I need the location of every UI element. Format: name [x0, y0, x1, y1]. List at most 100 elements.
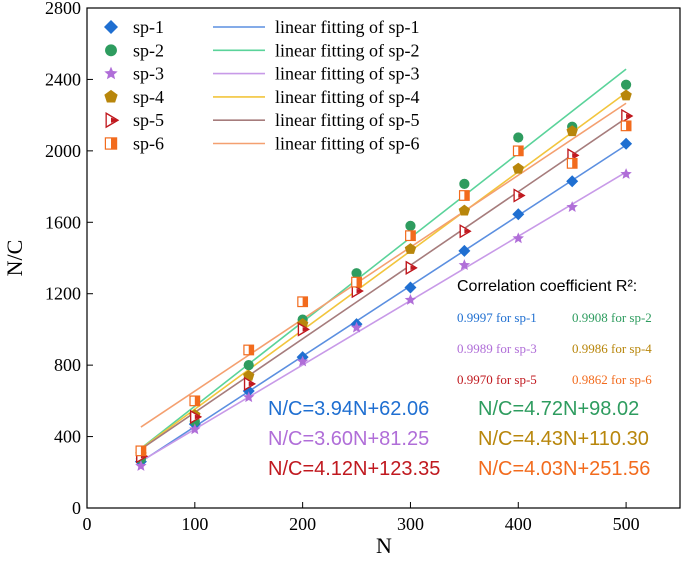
data-point-sp-6 — [458, 190, 470, 201]
data-point-sp-2 — [513, 132, 524, 143]
data-point-sp-3 — [566, 201, 578, 212]
legend-marker-sp-6 — [104, 137, 118, 150]
data-point-sp-1 — [512, 208, 525, 221]
x-axis-label: N — [376, 533, 392, 558]
data-point-sp-3 — [512, 232, 524, 244]
r2-value-sp-3: 0.9989 for sp-3 — [457, 341, 537, 356]
data-point-sp-6 — [512, 145, 524, 157]
equation-sp-3: N/C=3.60N+81.25 — [268, 428, 429, 450]
equation-sp-2: N/C=4.72N+98.02 — [478, 398, 639, 420]
r2-value-sp-2: 0.9908 for sp-2 — [572, 310, 652, 325]
data-point-sp-5 — [405, 260, 418, 275]
data-point-sp-5 — [190, 409, 203, 424]
data-point-sp-6 — [566, 157, 578, 169]
data-point-sp-5 — [297, 322, 310, 337]
data-point-sp-3 — [404, 293, 417, 305]
fit-line-sp-1 — [140, 144, 627, 463]
data-point-sp-6 — [620, 120, 632, 132]
legend-fit-label-sp-2: linear fitting of sp-2 — [275, 40, 419, 60]
x-tick-label: 0 — [83, 514, 92, 534]
fit-line-sp-6 — [140, 102, 627, 428]
legend-label-sp-2: sp-2 — [133, 40, 164, 60]
data-point-sp-2 — [351, 268, 362, 279]
data-point-sp-4 — [566, 125, 578, 137]
legend-label-sp-6: sp-6 — [133, 134, 164, 154]
data-point-sp-3 — [458, 259, 471, 270]
data-point-sp-1 — [404, 281, 417, 294]
fit-lines-layer — [140, 68, 627, 463]
legend: sp-1 linear fitting of sp-1 sp-2 linear fit… — [104, 17, 419, 154]
data-point-sp-1 — [620, 137, 633, 150]
y-tick-label: 1600 — [45, 212, 81, 232]
data-point-sp-1 — [566, 175, 579, 188]
data-point-sp-2 — [459, 178, 470, 189]
data-point-sp-4 — [620, 89, 632, 101]
y-tick-label: 2000 — [45, 141, 81, 161]
y-tick-label: 800 — [54, 355, 81, 375]
data-point-sp-4 — [458, 204, 471, 216]
data-point-sp-3 — [135, 460, 147, 471]
legend-label-sp-3: sp-3 — [133, 64, 164, 84]
y-tick-label: 1200 — [45, 284, 81, 304]
data-point-sp-5 — [243, 376, 256, 391]
legend-label-sp-1: sp-1 — [133, 17, 164, 37]
data-point-sp-3 — [350, 321, 363, 333]
r2-value-sp-1: 0.9997 for sp-1 — [457, 310, 537, 325]
x-tick-label: 100 — [181, 514, 208, 534]
data-point-sp-2 — [243, 360, 254, 371]
legend-fit-label-sp-5: linear fitting of sp-5 — [275, 110, 419, 130]
r2-value-sp-4: 0.9986 for sp-4 — [572, 341, 652, 356]
data-point-sp-3 — [620, 168, 632, 179]
legend-label-sp-4: sp-4 — [133, 87, 164, 107]
data-point-sp-6 — [297, 296, 309, 308]
data-point-sp-3 — [296, 355, 309, 367]
legend-marker-sp-3 — [104, 66, 118, 80]
x-tick-label: 300 — [397, 514, 424, 534]
x-tick-label: 500 — [613, 514, 640, 534]
data-points-layer — [134, 79, 634, 471]
data-point-sp-5 — [621, 108, 634, 124]
y-axis-label: N/C — [2, 240, 27, 277]
data-point-sp-5 — [459, 224, 472, 239]
y-tick-label: 2400 — [45, 69, 81, 89]
y-tick-label: 0 — [72, 498, 81, 518]
y-tick-label: 400 — [54, 427, 81, 447]
r2-value-sp-5: 0.9970 for sp-5 — [457, 372, 537, 387]
legend-marker-sp-2 — [105, 44, 117, 57]
fit-equations: N/C=3.94N+62.06 N/C=4.72N+98.02 N/C=3.60N+… — [268, 398, 650, 480]
data-point-sp-6 — [135, 445, 147, 457]
legend-fit-label-sp-4: linear fitting of sp-4 — [275, 87, 419, 107]
equation-sp-1: N/C=3.94N+62.06 — [268, 398, 429, 420]
r2-annotation: Correlation coefficient R²: 0.9997 for s… — [457, 278, 652, 387]
axis-ticks: 0 100 200 300 400 500 0 400 800 1200 1600 2000 2400 2… — [45, 0, 640, 534]
legend-marker-sp-4 — [104, 89, 118, 103]
data-point-sp-6 — [405, 230, 416, 242]
y-tick-label: 2800 — [45, 0, 81, 18]
data-point-sp-6 — [189, 395, 201, 407]
data-point-sp-2 — [405, 220, 416, 231]
data-point-sp-5 — [513, 188, 526, 203]
data-point-sp-4 — [512, 162, 524, 174]
equation-sp-5: N/C=4.12N+123.35 — [268, 458, 440, 480]
r2-title: Correlation coefficient R²: — [457, 278, 637, 295]
data-point-sp-6 — [243, 344, 255, 356]
data-point-sp-5 — [351, 283, 364, 299]
legend-fit-label-sp-6: linear fitting of sp-6 — [275, 134, 419, 154]
legend-fit-label-sp-1: linear fitting of sp-1 — [275, 17, 419, 37]
fit-line-sp-5 — [140, 117, 627, 450]
legend-marker-sp-1 — [104, 20, 118, 34]
fit-line-sp-3 — [140, 171, 627, 463]
legend-marker-sp-5 — [105, 112, 120, 129]
data-point-sp-4 — [404, 243, 417, 254]
fit-line-sp-4 — [140, 92, 627, 450]
x-tick-label: 400 — [505, 514, 532, 534]
data-point-sp-3 — [189, 423, 201, 435]
data-point-sp-1 — [458, 244, 471, 257]
equation-sp-6: N/C=4.03N+251.56 — [478, 458, 650, 480]
data-point-sp-6 — [351, 276, 362, 288]
data-point-sp-3 — [243, 391, 255, 403]
fit-line-sp-2 — [140, 68, 627, 449]
r2-value-sp-6: 0.9862 for sp-6 — [572, 372, 652, 387]
x-tick-label: 200 — [289, 514, 316, 534]
